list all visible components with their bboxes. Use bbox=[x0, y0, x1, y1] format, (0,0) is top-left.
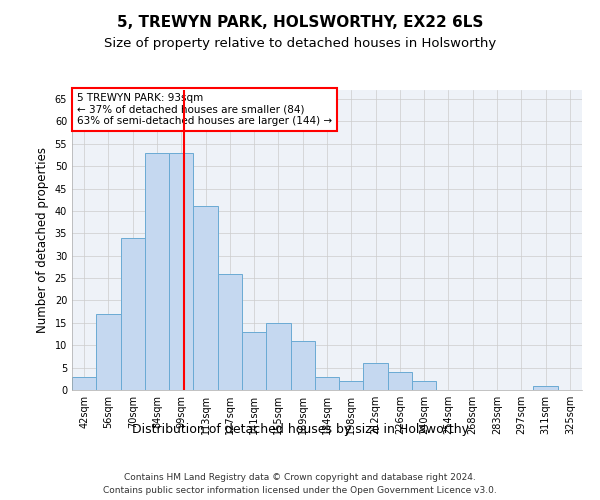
Text: 5 TREWYN PARK: 93sqm
← 37% of detached houses are smaller (84)
63% of semi-detac: 5 TREWYN PARK: 93sqm ← 37% of detached h… bbox=[77, 93, 332, 126]
Text: Contains HM Land Registry data © Crown copyright and database right 2024.: Contains HM Land Registry data © Crown c… bbox=[124, 472, 476, 482]
Bar bbox=[72, 376, 96, 390]
Bar bbox=[339, 381, 364, 390]
Bar bbox=[388, 372, 412, 390]
Text: Contains public sector information licensed under the Open Government Licence v3: Contains public sector information licen… bbox=[103, 486, 497, 495]
Bar bbox=[145, 152, 169, 390]
Bar bbox=[412, 381, 436, 390]
Bar bbox=[121, 238, 145, 390]
Bar bbox=[242, 332, 266, 390]
Bar bbox=[266, 323, 290, 390]
Bar bbox=[193, 206, 218, 390]
Bar bbox=[364, 363, 388, 390]
Bar bbox=[96, 314, 121, 390]
Bar bbox=[290, 340, 315, 390]
Text: Distribution of detached houses by size in Holsworthy: Distribution of detached houses by size … bbox=[131, 422, 469, 436]
Text: Size of property relative to detached houses in Holsworthy: Size of property relative to detached ho… bbox=[104, 38, 496, 51]
Text: 5, TREWYN PARK, HOLSWORTHY, EX22 6LS: 5, TREWYN PARK, HOLSWORTHY, EX22 6LS bbox=[117, 15, 483, 30]
Y-axis label: Number of detached properties: Number of detached properties bbox=[36, 147, 49, 333]
Bar bbox=[169, 152, 193, 390]
Bar bbox=[533, 386, 558, 390]
Bar bbox=[218, 274, 242, 390]
Bar bbox=[315, 376, 339, 390]
